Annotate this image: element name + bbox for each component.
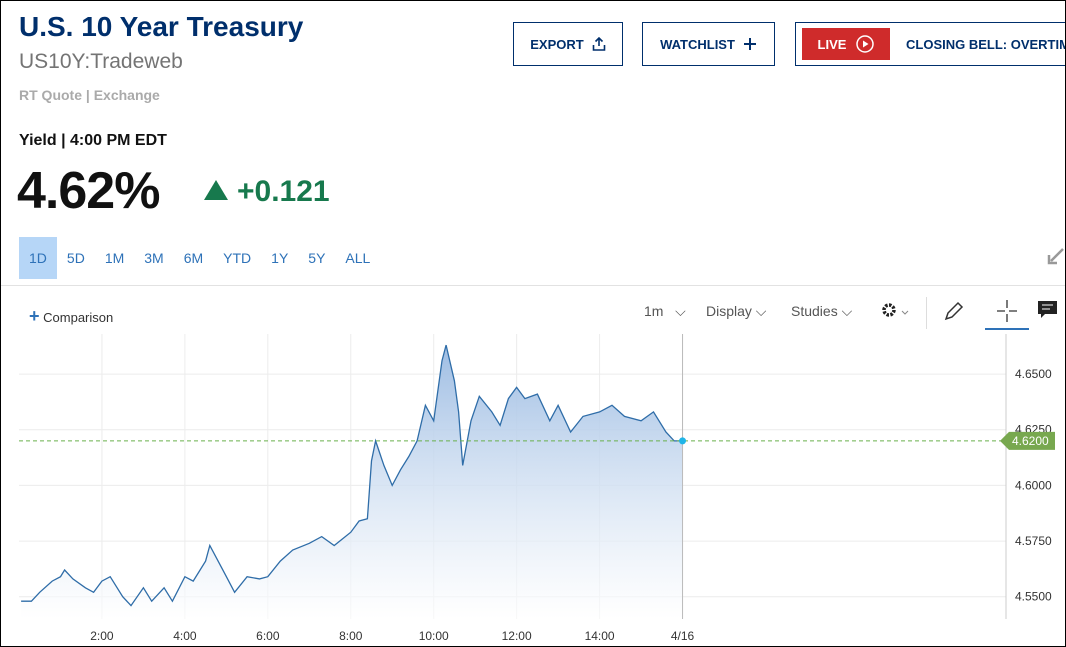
range-tabs: 1D 5D 1M 3M 6M YTD 1Y 5Y ALL (19, 237, 380, 279)
range-tab[interactable]: 6M (183, 250, 204, 266)
last-value-tag (1000, 431, 1055, 450)
quote-change: +0.121 (237, 175, 330, 208)
export-button[interactable]: EXPORT (513, 22, 623, 66)
quote-label: Yield | 4:00 PM EDT (19, 132, 167, 149)
range-tab[interactable]: YTD (223, 250, 252, 266)
interval-select[interactable]: 1m ⌵ (644, 303, 686, 319)
x-tick-label: 2:00 (90, 629, 114, 643)
x-tick-label: 8:00 (339, 629, 363, 643)
live-badge: LIVE (802, 28, 890, 60)
x-tick-label: 12:00 (502, 629, 532, 643)
quote-value: 4.62% (17, 162, 160, 220)
closing-bell-label: CLOSING BELL: OVERTIME (906, 36, 1066, 52)
last-value-label: 4.6200 (1012, 434, 1049, 448)
display-select[interactable]: Display ⌵ (706, 303, 767, 319)
range-tab[interactable]: 5D (66, 250, 85, 266)
x-tick-label: 14:00 (585, 629, 615, 643)
studies-label: Studies (791, 303, 838, 319)
plus-icon (743, 38, 756, 50)
settings-icon[interactable] (879, 299, 915, 323)
export-icon (592, 37, 606, 51)
export-label: EXPORT (530, 36, 584, 52)
range-tab[interactable]: 3M (144, 250, 164, 266)
x-tick-label: 6:00 (256, 629, 280, 643)
y-tick-label: 4.5500 (1015, 590, 1052, 604)
y-tick-label: 4.6000 (1015, 478, 1052, 492)
range-tab[interactable]: 1M (104, 250, 125, 266)
x-tick-label: 4:00 (173, 629, 197, 643)
x-tick-label: 10:00 (419, 629, 449, 643)
source: RT Quote | Exchange (19, 87, 160, 103)
watchlist-label: WATCHLIST (660, 36, 735, 52)
toolbar-divider (926, 297, 927, 329)
range-tab[interactable]: ALL (345, 250, 371, 266)
play-icon (856, 35, 875, 53)
range-tab[interactable]: 1D (19, 237, 57, 279)
watchlist-button[interactable]: WATCHLIST (642, 22, 775, 66)
interval-label: 1m (644, 303, 664, 319)
crosshair-icon[interactable] (985, 297, 1029, 331)
live-button[interactable]: LIVE CLOSING BELL: OVERTIME (795, 22, 1066, 66)
studies-select[interactable]: Studies ⌵ (791, 303, 853, 319)
draw-icon[interactable] (943, 300, 965, 322)
symbol: US10Y:Tradeweb (19, 50, 183, 73)
comment-icon[interactable] (1037, 300, 1059, 320)
live-label: LIVE (817, 36, 847, 52)
range-tab[interactable]: 1Y (271, 250, 289, 266)
comparison-label: Comparison (43, 310, 114, 325)
x-tick-label: 4/16 (671, 629, 695, 643)
line (21, 344, 683, 607)
divider (1, 285, 1065, 286)
area (21, 345, 683, 619)
y-tick-label: 4.5750 (1015, 534, 1052, 548)
y-tick-label: 4.6500 (1015, 367, 1052, 381)
last-point (679, 437, 687, 445)
comparison-button[interactable]: + Comparison (29, 306, 114, 326)
collapse-icon[interactable] (1047, 247, 1065, 265)
range-tab[interactable]: 5Y (308, 250, 326, 266)
title: U.S. 10 Year Treasury (19, 11, 304, 42)
display-label: Display (706, 303, 752, 319)
up-arrow (204, 180, 228, 200)
